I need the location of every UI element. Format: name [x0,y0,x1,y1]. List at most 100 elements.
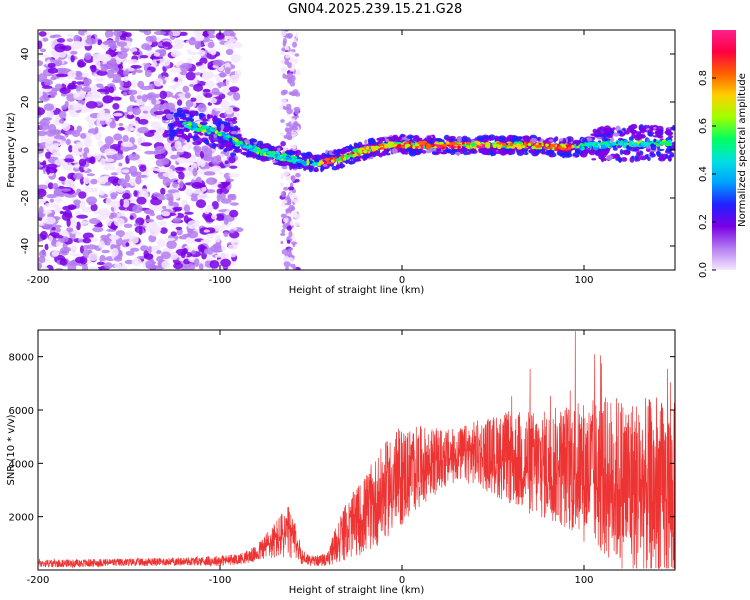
heatmap-cell [229,128,234,131]
heatmap-cell [506,146,513,149]
heatmap-cell [212,116,219,123]
heatmap-cell [92,53,102,62]
heatmap-cell [290,206,296,211]
heatmap-cell [154,30,166,36]
heatmap-cell [225,143,233,149]
heatmap-cell [211,214,218,220]
heatmap-cell [138,188,150,193]
heatmap-cell [287,159,293,162]
colorbar-label: Normalized spectral amplitude [737,73,748,227]
heatmap-cell [201,186,207,192]
heatmap-cell [220,258,232,268]
heatmap-cell [190,114,194,118]
heatmap-cell [289,67,295,72]
heatmap-cell [373,150,380,154]
heatmap-cell [515,143,521,146]
heatmap-cell [96,261,105,266]
heatmap-cell [413,137,421,142]
heatmap-cell [82,237,92,244]
heatmap-cell [282,200,288,204]
heatmap-cell [656,129,663,136]
heatmap-cell [88,201,96,206]
heatmap-cell [476,145,483,149]
heatmap-cell [185,71,196,81]
heatmap-cell [622,151,629,155]
heatmap-cell [130,127,137,132]
heatmap-cell [63,158,75,163]
x-tick-label: 0 [399,575,405,586]
heatmap-cell [73,199,81,205]
heatmap-cell [104,30,114,39]
x-tick-label: -200 [27,275,50,286]
heatmap-cell [82,152,88,160]
heatmap-cell [104,166,116,171]
heatmap-cell [176,107,183,113]
heatmap-cell [228,38,237,43]
heatmap-cell [603,158,607,162]
heatmap-cell [51,88,61,92]
y-tick-label: -40 [20,238,31,254]
heatmap-cell [441,146,446,149]
heatmap-cell [76,81,85,85]
heatmap-cell [282,73,286,79]
heatmap-cell [166,168,173,175]
heatmap-cell [38,206,44,215]
heatmap-cell [191,250,196,255]
heatmap-cell [38,54,49,58]
heatmap-cell [408,141,412,145]
heatmap-cell [253,148,259,153]
colorbar-tick-label: 0.0 [698,262,709,278]
heatmap-cell [145,219,155,223]
heatmap-cell [199,150,205,159]
heatmap-cell [87,91,93,96]
heatmap-cell [197,193,210,199]
heatmap-cell [67,71,72,80]
heatmap-cell [229,209,239,218]
heatmap-cell [162,132,169,138]
heatmap-cell [286,239,291,244]
heatmap-cell [174,77,179,82]
x-tick-label: 100 [574,275,593,286]
heatmap-cell [81,207,92,213]
heatmap-cell [336,165,340,170]
heatmap-cell [322,164,328,167]
heatmap-cell [83,176,91,185]
heatmap-cell [59,258,68,266]
heatmap-cell [483,135,491,139]
heatmap-cell [90,64,97,73]
heatmap-cell [141,115,152,119]
heatmap-cell [125,242,130,247]
heatmap-cell [186,58,193,65]
heatmap-cell [536,144,542,148]
heatmap-cell [288,186,295,191]
heatmap-cell [71,80,77,85]
heatmap-cell [172,192,181,200]
heatmap-cell [148,234,157,243]
heatmap-cell [263,148,269,152]
heatmap-cell [39,250,47,258]
heatmap-cell [127,59,139,65]
heatmap-cell [369,151,375,156]
heatmap-cell [176,134,183,138]
heatmap-cell [83,166,88,171]
heatmap-cell [220,123,225,130]
heatmap-cell [97,140,104,147]
heatmap-cell [225,48,234,56]
heatmap-cell [217,183,228,189]
heatmap-cell [646,125,650,129]
heatmap-cell [220,141,227,148]
heatmap-cell [248,145,251,150]
heatmap-cell [606,155,613,161]
heatmap-cell [94,126,99,134]
heatmap-cell [174,38,181,48]
heatmap-cell [195,199,207,209]
heatmap-cell [88,252,99,262]
heatmap-cell [400,145,406,149]
heatmap-cell [142,110,149,114]
heatmap-points [38,30,675,270]
heatmap-cell [426,135,432,140]
heatmap-cell [188,51,200,55]
heatmap-cell [615,158,620,161]
heatmap-cell [202,118,209,122]
heatmap-cell [323,160,328,164]
